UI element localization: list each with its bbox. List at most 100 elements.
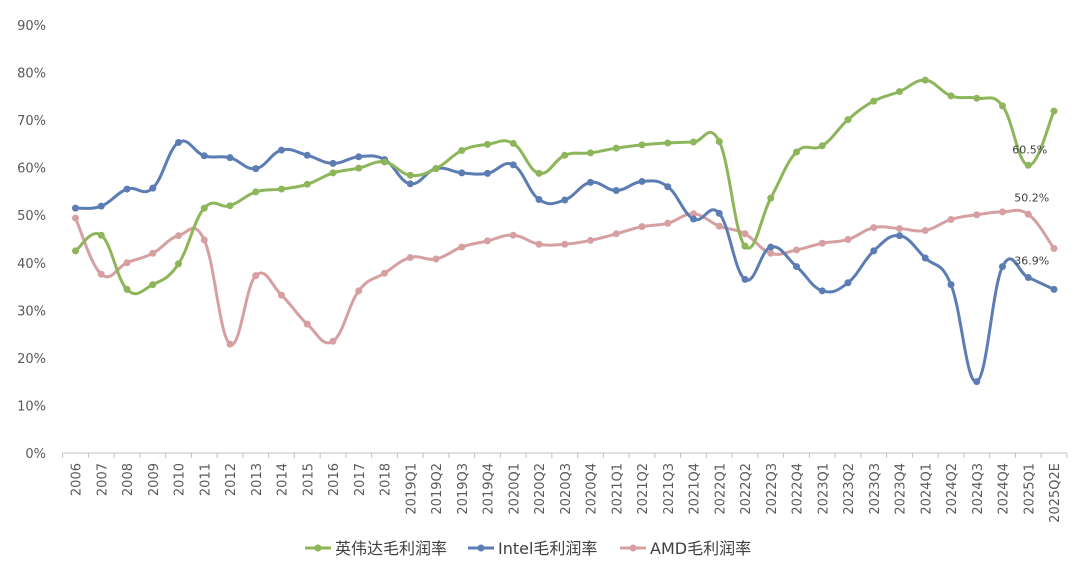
data-point-amd	[535, 240, 543, 248]
data-point-nvidia	[200, 204, 208, 212]
x-tick-label: 2024Q3	[971, 463, 986, 515]
x-tick-label: 2024Q2	[945, 463, 960, 515]
x-tick-label: 2023Q4	[894, 463, 909, 515]
data-point-intel	[458, 169, 466, 177]
x-tick-label: 2006	[70, 463, 85, 496]
data-point-intel	[97, 202, 105, 210]
data-point-amd	[741, 230, 749, 238]
data-point-intel	[303, 151, 311, 159]
data-label: 60.5%	[1012, 143, 1047, 156]
data-point-nvidia	[561, 151, 569, 159]
y-tick-label: 30%	[17, 304, 46, 319]
series-lines	[74, 78, 1056, 384]
x-tick-label: 2015	[301, 463, 316, 496]
x-tick-label: 2019Q3	[456, 463, 471, 515]
data-point-intel	[587, 178, 594, 186]
data-point-nvidia	[509, 139, 517, 147]
y-tick-label: 20%	[17, 352, 46, 367]
data-point-nvidia	[973, 94, 981, 102]
data-point-nvidia	[252, 188, 260, 196]
data-point-nvidia	[793, 148, 800, 156]
data-point-intel	[1024, 274, 1032, 282]
data-point-amd	[690, 210, 697, 218]
x-tick-label: 2025Q2E	[1048, 463, 1063, 523]
data-point-intel	[664, 183, 672, 191]
series-points	[72, 76, 1058, 386]
data-point-amd	[123, 259, 131, 267]
x-tick-label: 2007	[95, 463, 110, 496]
x-tick-label: 2021Q1	[610, 463, 625, 515]
x-tick-label: 2019Q4	[482, 463, 497, 515]
y-tick-label: 0%	[25, 447, 46, 462]
data-point-intel	[844, 279, 852, 287]
x-tick-label: 2013	[250, 463, 265, 496]
data-point-intel	[484, 169, 491, 177]
data-point-nvidia	[844, 116, 852, 124]
legend: 英伟达毛利润率 Intel毛利润率 AMD毛利润率	[305, 539, 751, 558]
data-point-nvidia	[1050, 107, 1058, 115]
data-point-nvidia	[921, 76, 929, 84]
x-tick-label: 2025Q1	[1022, 463, 1037, 515]
data-point-intel	[72, 204, 79, 212]
x-tick-label: 2009	[147, 463, 162, 496]
legend-marker-nvidia	[314, 544, 322, 552]
x-tick-label: 2024Q1	[919, 463, 934, 515]
x-tick-label: 2021Q2	[636, 463, 651, 515]
data-point-amd	[818, 239, 826, 247]
data-point-intel	[921, 254, 929, 262]
y-tick-label: 50%	[17, 209, 46, 224]
data-point-amd	[844, 235, 852, 243]
data-point-amd	[432, 255, 440, 263]
data-point-nvidia	[896, 88, 903, 96]
data-point-nvidia	[175, 260, 182, 268]
data-point-amd	[226, 340, 234, 348]
data-point-intel	[767, 243, 775, 251]
data-point-amd	[97, 270, 105, 278]
data-point-amd	[921, 226, 929, 234]
legend-label-intel: Intel毛利润率	[498, 539, 597, 558]
data-point-intel	[715, 209, 723, 217]
data-point-nvidia	[587, 149, 594, 157]
x-tick-label: 2022Q2	[739, 463, 754, 515]
data-point-amd	[458, 243, 466, 251]
x-axis: 2006 2007 2008 2009 2010 2011 2012 2013 2014 2015…	[62, 453, 1068, 523]
data-point-intel	[200, 152, 208, 160]
data-point-amd	[1050, 245, 1058, 253]
x-tick-label: 2019Q2	[430, 463, 445, 515]
x-tick-label: 2021Q4	[688, 463, 703, 515]
data-point-intel	[149, 184, 157, 192]
data-point-intel	[278, 146, 285, 154]
data-point-intel	[638, 177, 646, 185]
data-point-nvidia	[458, 147, 466, 155]
data-point-nvidia	[715, 138, 723, 146]
y-tick-label: 40%	[17, 257, 46, 272]
data-point-intel	[355, 153, 363, 161]
data-point-nvidia	[149, 281, 157, 289]
data-point-amd	[149, 249, 157, 257]
data-point-nvidia	[818, 142, 826, 150]
x-tick-label: 2020Q3	[559, 463, 574, 515]
x-tick-label: 2022Q1	[713, 463, 728, 515]
data-point-nvidia	[1024, 161, 1032, 169]
data-point-intel	[973, 378, 981, 386]
data-point-amd	[767, 249, 775, 257]
x-tick-label: 2023Q2	[842, 463, 857, 515]
x-tick-label: 2020Q1	[507, 463, 522, 515]
x-tick-label: 2010	[173, 463, 188, 496]
data-point-nvidia	[535, 169, 543, 177]
data-label: 50.2%	[1014, 191, 1049, 204]
data-point-intel	[612, 186, 620, 194]
x-tick-label: 2022Q3	[765, 463, 780, 515]
data-point-amd	[896, 225, 903, 233]
y-tick-label: 60%	[17, 162, 46, 177]
data-point-intel	[406, 180, 414, 188]
x-tick-label: 2024Q4	[997, 463, 1012, 515]
data-point-intel	[947, 281, 955, 289]
data-point-nvidia	[741, 242, 749, 250]
legend-marker-intel	[477, 544, 485, 552]
data-point-intel	[999, 263, 1006, 271]
data-point-nvidia	[329, 169, 337, 177]
data-point-intel	[535, 196, 543, 204]
data-point-amd	[484, 237, 491, 245]
x-tick-label: 2012	[224, 463, 239, 496]
